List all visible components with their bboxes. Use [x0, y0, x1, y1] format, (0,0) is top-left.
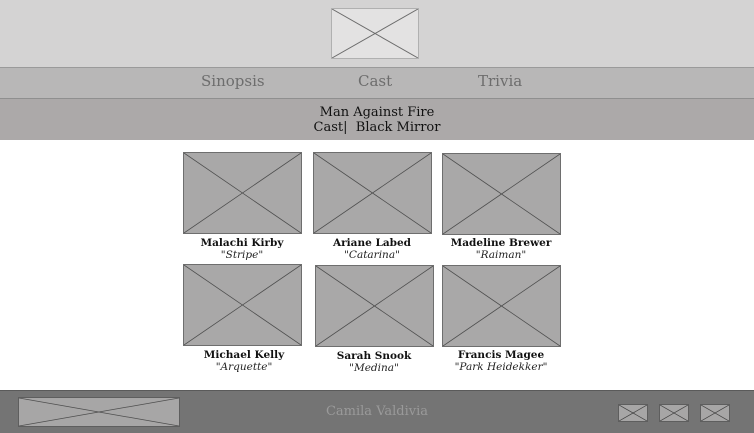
cast-role: "Park Heidekker" [454, 361, 548, 373]
social-icon[interactable] [618, 404, 648, 422]
episode-title: Man Against Fire [319, 105, 435, 120]
cast-photo-placeholder[interactable] [183, 264, 302, 346]
footer: Camila Valdivia [0, 390, 754, 433]
cast-role: "Stripe" [220, 249, 264, 261]
cast-name: Malachi Kirby [200, 237, 284, 249]
cast-role: "Arquette" [215, 361, 273, 373]
cast-name: Ariane Labed [333, 237, 411, 249]
cast-name: Madeline Brewer [450, 237, 552, 249]
nav-bar: Sinopsis Cast Trivia [0, 68, 754, 99]
cast-name: Michael Kelly [203, 349, 285, 361]
cast-role: "Raiman" [475, 249, 527, 261]
cast-photo-placeholder[interactable] [315, 265, 434, 347]
cast-photo-placeholder[interactable] [183, 152, 302, 234]
cast-photo-placeholder[interactable] [442, 265, 561, 347]
nav-trivia[interactable]: Trivia [478, 72, 523, 90]
footer-image-placeholder [18, 397, 180, 427]
logo-image-placeholder [331, 8, 419, 59]
cast-role: "Catarina" [344, 249, 400, 261]
episode-header: Man Against Fire Cast| Black Mirror [0, 99, 754, 140]
cast-role: "Medina" [349, 362, 399, 374]
social-icon[interactable] [700, 404, 730, 422]
cast-name: Francis Magee [457, 349, 545, 361]
cast-name: Sarah Snook [336, 350, 412, 362]
cast-photo-placeholder[interactable] [313, 152, 432, 234]
nav-cast[interactable]: Cast [358, 72, 393, 90]
nav-sinopsis[interactable]: Sinopsis [201, 72, 265, 90]
cast-photo-placeholder[interactable] [442, 153, 561, 235]
social-icon[interactable] [659, 404, 689, 422]
header [0, 0, 754, 68]
footer-author: Camila Valdivia [325, 404, 429, 419]
episode-subtitle: Cast| Black Mirror [313, 120, 441, 135]
